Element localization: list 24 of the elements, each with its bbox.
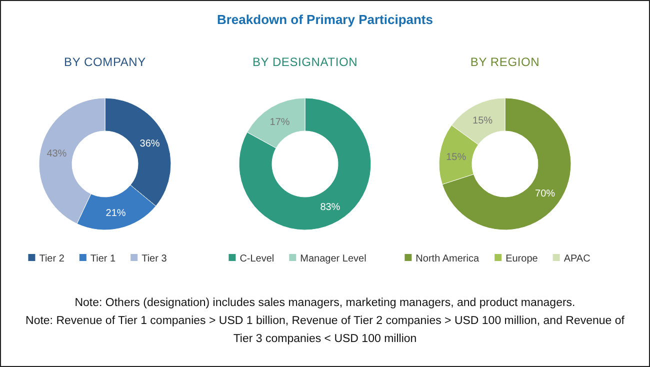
chart-subtitle: BY REGION (470, 55, 540, 69)
data-label: 83% (320, 202, 340, 214)
data-label: 70% (535, 188, 556, 200)
text: Note: Others (designation) includes sales managers, marketing managers, and product managers. (74, 297, 576, 309)
legend-label: Tier 3 (142, 254, 168, 264)
legend-label: Tier 1 (90, 254, 116, 264)
legend-label: Europe (506, 254, 538, 264)
legend-label: C-Level (240, 254, 274, 264)
donut-slice (442, 98, 572, 230)
data-label: 21% (106, 208, 126, 219)
text: Note: Revenue of Tier 1 companies > USD 1 billion, Revenue of Tier 2 companies > USD 100 million, and Revenue of Tier 3 companies < USD 100 million (26, 315, 626, 345)
legend-label: Tier 2 (39, 254, 65, 264)
data-label: 17% (270, 116, 290, 128)
chart-title: Breakdown of Primary Participants (216, 12, 434, 27)
data-label: 36% (140, 138, 160, 150)
data-label: 43% (46, 148, 67, 160)
data-label: 15% (446, 152, 466, 163)
legend-label: North America (416, 254, 480, 264)
chart-subtitle: BY COMPANY (64, 55, 146, 69)
legend-label: APAC (564, 254, 590, 264)
data-label: 15% (472, 115, 493, 126)
donut-slice (238, 98, 372, 230)
legend-label: Manager Level (300, 254, 366, 264)
chart-subtitle: BY DESIGNATION (252, 55, 358, 69)
